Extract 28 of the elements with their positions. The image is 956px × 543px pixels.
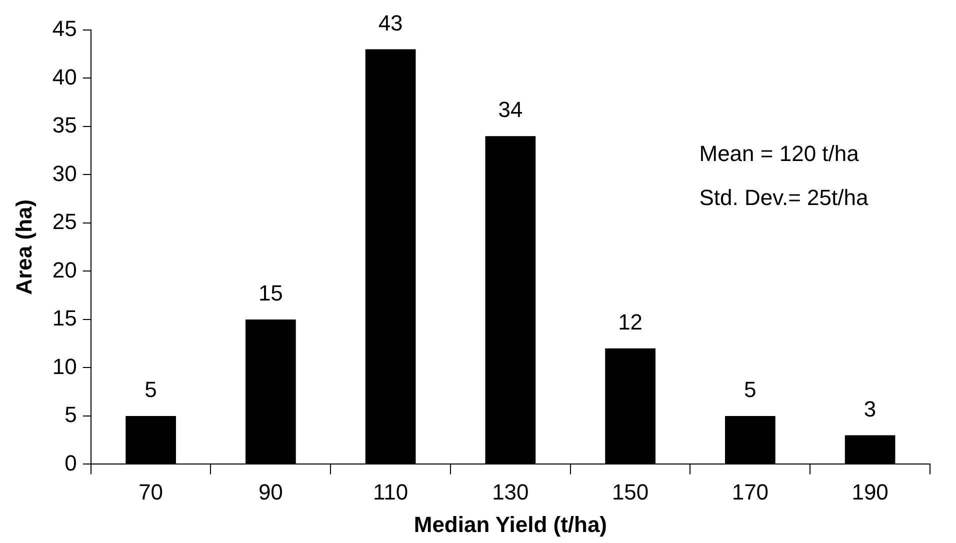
data-label: 5 xyxy=(144,377,157,402)
y-tick-label: 10 xyxy=(52,354,77,379)
y-tick-label: 40 xyxy=(52,64,77,90)
y-tick-label: 25 xyxy=(52,209,77,234)
y-tick-label: 35 xyxy=(52,112,77,138)
x-tick-label: 150 xyxy=(612,479,649,504)
data-label: 3 xyxy=(864,396,876,422)
data-label: 43 xyxy=(378,10,403,36)
x-tick-label: 90 xyxy=(258,479,283,504)
x-tick-label: 130 xyxy=(492,479,529,504)
y-tick-label: 20 xyxy=(52,257,77,282)
x-axis-title: Median Yield (t/ha) xyxy=(414,512,608,537)
data-label: 12 xyxy=(618,309,643,334)
data-label: 15 xyxy=(258,280,283,306)
annotation: Std. Dev.= 25t/ha xyxy=(699,185,869,210)
y-tick-label: 15 xyxy=(52,306,77,331)
x-tick-label: 70 xyxy=(138,479,164,504)
x-tick-label: 110 xyxy=(373,479,408,504)
y-axis-title: Area (ha) xyxy=(11,199,36,295)
y-tick-label: 45 xyxy=(52,16,77,42)
data-label: 34 xyxy=(498,97,523,122)
annotation: Mean = 120 t/ha xyxy=(699,141,860,166)
data-label: 5 xyxy=(744,377,756,402)
y-tick-label: 5 xyxy=(64,402,77,428)
y-tick-label: 0 xyxy=(64,450,77,476)
y-tick-label: 30 xyxy=(52,160,77,186)
x-tick-label: 190 xyxy=(852,479,888,504)
x-tick-label: 170 xyxy=(732,479,769,504)
